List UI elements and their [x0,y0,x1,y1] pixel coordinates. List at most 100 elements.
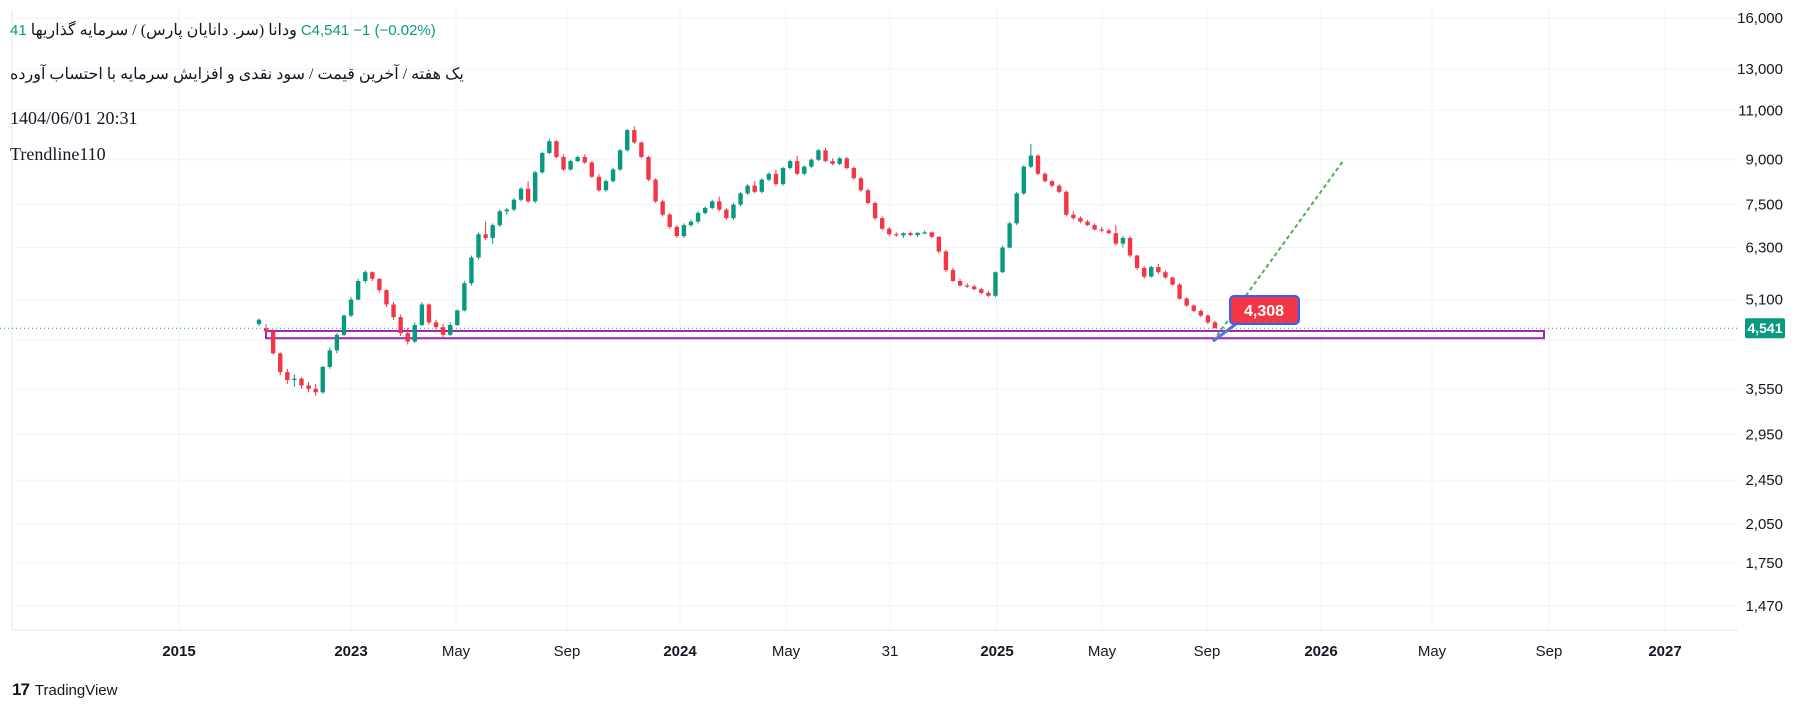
candle-body [440,327,446,335]
candle-body [1120,237,1126,244]
tradingview-branding[interactable]: 17 TradingView [12,680,117,700]
grid-lines [0,10,1738,631]
candle-body [667,214,672,227]
x-tick-label: 2024 [663,643,697,660]
candle-body [1134,255,1140,268]
y-tick-label: 16,000 [1737,10,1783,27]
candle-body [787,161,793,169]
candle-body [964,285,970,287]
last-price-badge[interactable]: 4,541 [1745,318,1785,339]
candle-body [270,331,276,354]
candle-body [398,317,403,334]
trendline-layer: 4,308 [1212,159,1345,343]
candle-body [986,292,991,296]
candle-body [348,299,354,316]
candle-body [957,281,963,286]
candle-body [589,162,595,177]
y-tick-label: 1,470 [1745,598,1783,615]
candle-body [518,188,524,200]
candle-body [766,173,772,180]
candle-body [256,319,262,324]
x-tick-label: May [1088,643,1117,660]
candle-body [320,366,325,393]
candle-body [936,236,942,252]
candle-body [1057,185,1062,192]
candle-body [731,204,736,219]
candle-body [511,199,517,210]
price-axis[interactable]: 16,000 13,000 11,000 9,000 7,500 6,300 5,100 3,… [1737,10,1785,615]
candle-body [299,378,304,386]
x-tick-label: Sep [554,643,581,660]
candle-body [879,218,885,229]
candle-body [844,158,849,169]
candle-body [639,142,644,157]
candle-body [363,272,368,282]
candle-body [901,233,906,236]
candles-series [256,126,1218,396]
candle-body [547,141,552,153]
candle-body [1071,214,1076,219]
candle-body [568,161,573,170]
y-tick-label: 6,300 [1745,240,1783,257]
candle-body [759,179,764,192]
x-tick-label: 2026 [1304,643,1337,660]
candle-body [355,281,361,300]
time-axis[interactable]: 2015 2023 May Sep 2024 May 31 2025 May Sep 2026 May… [162,643,1681,660]
candle-body [610,169,616,182]
candle-body [972,286,977,290]
candle-body [327,350,333,367]
candle-body [710,201,715,208]
candle-body [858,178,864,191]
candle-body [1042,173,1048,182]
y-tick-label: 1,750 [1745,555,1783,572]
x-tick-label: May [442,643,471,660]
support-zone-rect[interactable] [265,329,1545,340]
y-tick-label: 2,050 [1745,516,1783,533]
candle-body [688,221,694,226]
y-tick-label: 2,950 [1745,426,1783,443]
chart-datetime: 1404/06/01 20:31 [10,108,138,128]
candle-body [780,168,786,185]
candle-body [412,325,417,342]
candle-body [830,161,835,164]
candle-body [596,176,602,191]
target-label-box [1229,295,1300,325]
x-tick-label: 2023 [334,643,367,660]
candle-body [1191,305,1196,311]
candle-body [1212,322,1218,329]
target-price-label[interactable]: 4,308 [1229,295,1300,325]
x-tick-label: Sep [1536,643,1563,660]
candle-body [582,156,587,163]
x-tick-label: May [1418,643,1447,660]
candle-body [532,172,538,202]
candle-body [455,310,460,326]
candle-body [809,159,814,167]
candle-body [632,130,637,143]
candle-body [476,234,481,258]
candle-body [1064,191,1069,215]
candle-body [1163,272,1168,278]
candle-body [575,156,580,162]
candle-body [865,190,871,203]
candle-body [625,130,630,151]
candle-body [1156,267,1161,273]
candle-body [908,233,913,235]
candle-body [1170,277,1175,285]
candle-body [837,158,842,164]
candle-body [794,161,800,174]
candle-body [278,353,283,373]
candle-body [1177,284,1182,299]
candle-body [738,193,743,205]
candle-body [1106,230,1111,234]
candle-body [1141,267,1147,277]
candle-body [405,333,410,342]
candle-body [469,257,474,284]
y-tick-label: 3,550 [1745,381,1783,398]
candle-body [872,202,878,219]
y-tick-label: 13,000 [1737,61,1783,78]
candle-body [660,201,665,215]
candle-body [292,378,297,380]
candle-body [306,385,311,389]
study-name[interactable]: Trendline110 [10,144,106,164]
